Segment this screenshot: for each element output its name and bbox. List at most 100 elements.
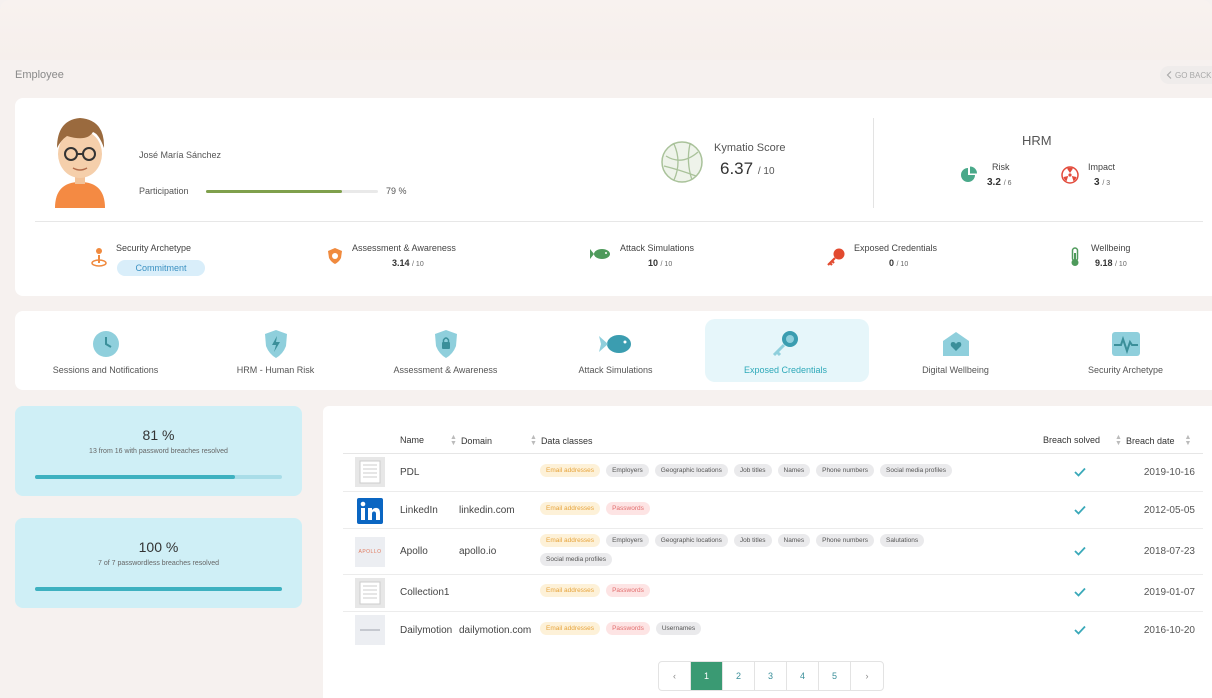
column-header-domain[interactable]: ▲ ▼ Domain: [450, 434, 492, 447]
participation-bar: [206, 190, 378, 193]
participation-bar-fill: [206, 190, 342, 193]
go-back-button[interactable]: GO BACK: [1160, 66, 1212, 84]
stat-progress-fill: [35, 475, 236, 479]
column-header-data-classes[interactable]: ▲ ▼ Data classes: [530, 434, 593, 447]
divider: [343, 491, 1203, 492]
table-row[interactable]: LinkedIn linkedin.com Email addresses Pa…: [343, 492, 1203, 529]
breach-date: 2018-07-23: [1143, 546, 1195, 557]
tab-label: Sessions and Notifications: [52, 365, 159, 375]
chevron-left-icon: [1166, 71, 1172, 79]
column-header-breach-date[interactable]: ▲ ▼ Breach date ▲ ▼: [1115, 434, 1192, 447]
tag-usernames: Usernames: [655, 622, 702, 635]
employee-summary-card: José María Sánchez Participation 79 % Ky…: [15, 98, 1212, 296]
breach-date: 2012-05-05: [1143, 505, 1195, 516]
tag-passwords: Passwords: [606, 584, 650, 597]
breach-name: LinkedIn: [400, 505, 438, 516]
tab-exposed-credentials[interactable]: Exposed Credentials: [704, 311, 867, 390]
breaches-table: Name ▲ ▼ Domain ▲ ▼ Data classes Breach solv…: [323, 406, 1212, 698]
breach-name: Collection1: [400, 587, 450, 598]
divider: [873, 118, 874, 208]
prev-page-button[interactable]: ‹: [659, 662, 691, 690]
key-icon: [772, 331, 798, 357]
column-header-breach-solved[interactable]: Breach solved: [1043, 435, 1101, 445]
active-tab-highlight: [705, 319, 869, 382]
divider: [343, 574, 1203, 575]
tag-email-addresses: Email addresses: [540, 502, 601, 515]
tag-job-titles: Job titles: [733, 534, 772, 547]
check-icon: [1074, 546, 1086, 556]
kymatio-score-label: Kymatio Score: [714, 142, 786, 154]
data-classes: Email addresses Passwords: [540, 584, 1020, 597]
page-title: Employee: [15, 69, 64, 81]
pagination: ‹ 1 2 3 4 5 ›: [658, 661, 884, 691]
stat-description: 13 from 16 with password breaches resolv…: [89, 448, 228, 455]
breach-domain: apollo.io: [459, 546, 497, 557]
dailymotion-logo: [355, 615, 385, 645]
key-icon: [827, 248, 845, 266]
sort-icon: ▲ ▼: [1115, 434, 1122, 447]
tab-assessment-awareness[interactable]: Assessment & Awareness: [364, 311, 527, 390]
tag-job-titles: Job titles: [733, 464, 772, 477]
column-header-name[interactable]: Name: [400, 435, 425, 445]
tab-attack-simulations[interactable]: Attack Simulations: [534, 311, 697, 390]
impact-value: 3 / 3: [1094, 177, 1111, 188]
tag-social-media-profiles: Social media profiles: [540, 553, 612, 566]
breach-domain: linkedin.com: [459, 505, 515, 516]
tab-digital-wellbeing[interactable]: Digital Wellbeing: [874, 311, 1037, 390]
radiation-icon: [1061, 166, 1079, 184]
page-button-2[interactable]: 2: [723, 662, 755, 690]
stat-description: 7 of 7 passwordless breaches resolved: [97, 560, 219, 567]
tab-label: Security Archetype: [1087, 365, 1164, 375]
employee-name: José María Sánchez: [139, 150, 222, 160]
participation-value: 79 %: [386, 186, 407, 196]
page-button-4[interactable]: 4: [787, 662, 819, 690]
breach-domain: dailymotion.com: [459, 625, 532, 636]
check-icon: [1074, 505, 1086, 515]
data-classes: Email addresses Employers Geographic loc…: [540, 464, 1020, 477]
metric-label: Exposed Credentials: [854, 243, 938, 253]
tag-names: Names: [777, 534, 811, 547]
shield-lock-icon: [434, 330, 457, 358]
page-button-3[interactable]: 3: [755, 662, 787, 690]
tag-email-addresses: Email addresses: [540, 622, 601, 635]
breach-date: 2016-10-20: [1143, 625, 1195, 636]
page-button-5[interactable]: 5: [819, 662, 851, 690]
table-row[interactable]: APOLLO Apollo apollo.io Email addresses …: [343, 529, 1203, 575]
tab-sessions-notifications[interactable]: Sessions and Notifications: [24, 311, 187, 390]
table-row[interactable]: Dailymotion dailymotion.com Email addres…: [343, 612, 1203, 652]
pulse-icon: [1111, 332, 1140, 356]
tag-phone-numbers: Phone numbers: [816, 534, 874, 547]
stat-progress-bar: [35, 475, 282, 479]
divider: [343, 611, 1203, 612]
table-row[interactable]: Collection1 Email addresses Passwords 20…: [343, 575, 1203, 612]
page-button-1[interactable]: 1: [691, 662, 723, 690]
tab-hrm-human-risk[interactable]: HRM - Human Risk: [194, 311, 357, 390]
tag-email-addresses: Email addresses: [540, 534, 601, 547]
data-classes: Email addresses Passwords: [540, 502, 1020, 515]
sort-icon: ▲ ▼: [1184, 434, 1192, 447]
stat-progress-fill: [35, 587, 282, 591]
breach-date: 2019-01-07: [1143, 587, 1195, 598]
tab-label: Attack Simulations: [578, 365, 653, 375]
section-tabs: Sessions and Notifications HRM - Human R…: [15, 311, 1212, 390]
house-heart-icon: [942, 332, 969, 356]
metric-label: Wellbeing: [1091, 243, 1131, 253]
table-row[interactable]: PDL Email addresses Employers Geographic…: [343, 454, 1203, 492]
metric-label: Attack Simulations: [620, 243, 695, 253]
tab-label: Exposed Credentials: [743, 365, 828, 375]
tab-security-archetype[interactable]: Security Archetype: [1044, 311, 1207, 390]
stat-value: 81 %: [142, 427, 175, 443]
data-classes: Email addresses Employers Geographic loc…: [540, 534, 980, 566]
metric-value: 0 / 10: [889, 258, 909, 268]
pie-chart-icon: [961, 166, 977, 182]
check-icon: [1074, 467, 1086, 477]
check-icon: [1074, 625, 1086, 635]
tag-social-media-profiles: Social media profiles: [880, 464, 952, 477]
top-band: [0, 0, 1212, 60]
metric-value: 10 / 10: [648, 258, 673, 268]
metric-label: Assessment & Awareness: [352, 243, 456, 253]
next-page-button[interactable]: ›: [865, 671, 869, 681]
breach-name: Dailymotion: [400, 625, 453, 636]
location-person-icon: [91, 248, 107, 267]
breach-name: Apollo: [400, 546, 428, 557]
